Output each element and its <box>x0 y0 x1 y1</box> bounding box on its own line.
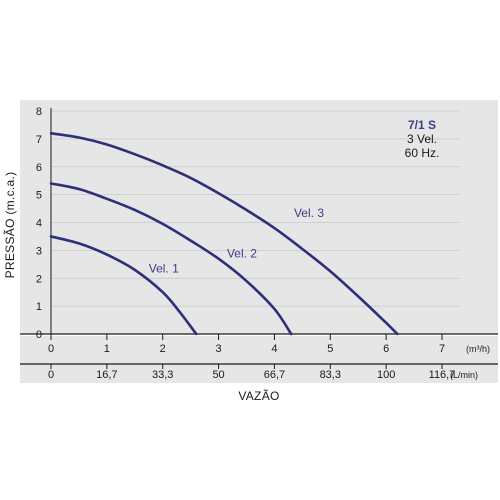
series-curves <box>49 132 399 336</box>
x-tick-label-m3h-6: 6 <box>383 343 389 355</box>
x-tick-label-m3h-7: 7 <box>439 343 445 355</box>
x-tick-label-lmin-6: 100 <box>377 369 395 381</box>
x-tick-label-m3h-0: 0 <box>48 343 54 355</box>
y-axis-title: PRESSÃO (m.c.a.) <box>3 172 17 279</box>
grid-lines <box>51 110 460 307</box>
series-label-vel-3: Vel. 3 <box>294 206 324 220</box>
x-tick-label-m3h-5: 5 <box>327 343 333 355</box>
x-axis-band <box>20 336 498 383</box>
y-tick-label-8: 8 <box>36 106 42 118</box>
x-tick-label-lmin-5: 83,3 <box>320 369 341 381</box>
x-unit-secondary: (L/min) <box>450 370 478 380</box>
chart-title: 7/1 S <box>408 118 436 132</box>
y-tick-label-2: 2 <box>36 273 42 285</box>
x-tick-labels: 0 1 2 3 4 5 6 7 0 16,7 33,3 50 66,7 83,3 100 116,7 <box>48 343 455 381</box>
y-tick-label-1: 1 <box>36 301 42 313</box>
y-tick-label-0: 0 <box>36 329 42 341</box>
axes <box>20 108 498 369</box>
x-tick-label-lmin-7: 116,7 <box>429 369 456 381</box>
chart-subtitle-speeds: 3 Vel. <box>407 132 437 146</box>
x-tick-label-m3h-4: 4 <box>271 343 277 355</box>
x-tick-label-lmin-4: 66,7 <box>264 369 285 381</box>
x-tick-label-lmin-0: 0 <box>48 369 54 381</box>
y-tick-label-5: 5 <box>36 190 42 202</box>
series-line-vel-2 <box>49 182 293 336</box>
y-tick-label-3: 3 <box>36 245 42 257</box>
x-axis-title: VAZÃO <box>238 389 279 403</box>
x-tick-label-m3h-2: 2 <box>160 343 166 355</box>
series-label-vel-2: Vel. 2 <box>227 246 257 260</box>
y-tick-labels: 0 1 2 3 4 5 6 7 8 <box>36 106 42 341</box>
x-tick-label-m3h-3: 3 <box>216 343 222 355</box>
y-tick-label-6: 6 <box>36 162 42 174</box>
x-tick-label-lmin-1: 16,7 <box>96 369 117 381</box>
x-unit-primary: (m³/h) <box>466 344 490 354</box>
x-tick-label-lmin-2: 33,3 <box>152 369 173 381</box>
series-line-vel-3 <box>49 132 399 336</box>
series-line-vel-1 <box>49 235 198 336</box>
x-tick-label-lmin-3: 50 <box>212 369 224 381</box>
chart-subtitle-frequency: 60 Hz. <box>405 146 440 160</box>
series-label-vel-1: Vel. 1 <box>149 262 179 276</box>
curve-labels: Vel. 1 Vel. 2 Vel. 3 <box>149 206 325 276</box>
x-tick-label-m3h-1: 1 <box>104 343 110 355</box>
y-tick-label-4: 4 <box>36 218 42 230</box>
y-tick-label-7: 7 <box>36 134 42 146</box>
